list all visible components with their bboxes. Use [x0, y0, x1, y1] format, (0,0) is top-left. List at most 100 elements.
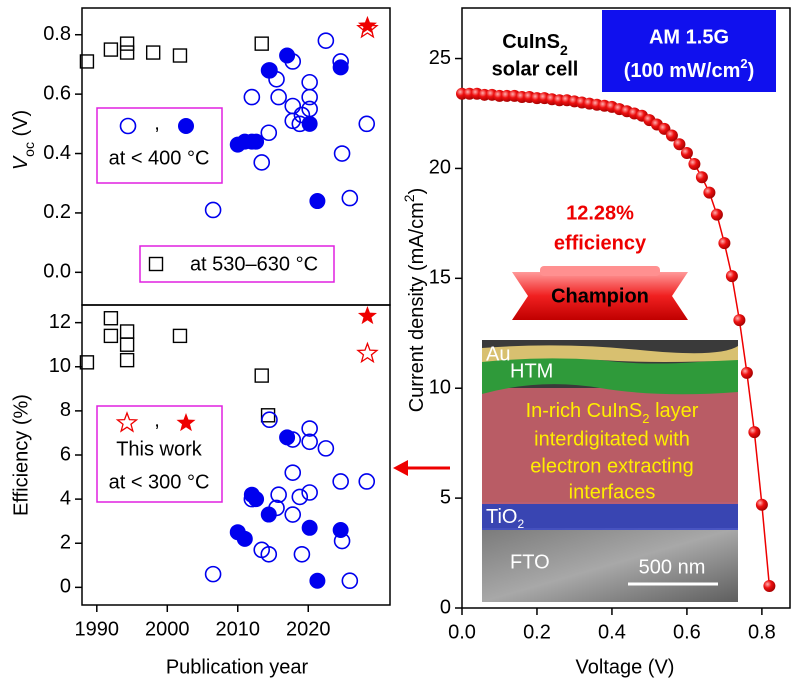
data-point [172, 328, 188, 344]
image-label: In-rich CuInS2 layer [526, 400, 699, 426]
x-axis-label: Publication year [166, 656, 309, 678]
x-axis-label: Voltage (V) [576, 656, 675, 678]
data-point [740, 366, 753, 379]
data-point [261, 411, 278, 429]
y-tick-label: 0.6 [43, 82, 71, 104]
data-point [301, 73, 318, 91]
data-point [341, 189, 359, 207]
badge-fold [540, 266, 660, 276]
device-label-part: CuInS [502, 31, 560, 53]
data-point [333, 145, 351, 162]
y-tick-label: 4 [60, 487, 71, 509]
sem-image: Au HTM In-rich CuInS2 layer interdigitat… [482, 340, 738, 602]
data-point [119, 36, 135, 51]
arrow-head [393, 460, 408, 476]
x-tick-label: 2000 [145, 618, 190, 640]
x-tick-label: 1990 [75, 618, 120, 640]
data-point [119, 324, 135, 339]
y-tick-label: 0.2 [43, 201, 71, 223]
data-point [755, 498, 768, 511]
data-point [688, 158, 701, 171]
y-tick-label: 10 [429, 377, 451, 399]
data-point [284, 506, 302, 523]
x-tick-label: 0.8 [748, 621, 776, 643]
y-tick-label: 20 [429, 157, 451, 179]
y-tick-label: 8 [60, 399, 71, 421]
scale-bar-label: 500 nm [639, 556, 706, 578]
illumination-part: ) [748, 60, 755, 82]
data-point [301, 115, 318, 132]
image-label-sub: 2 [517, 517, 524, 531]
y-tick-label: 25 [429, 47, 451, 69]
data-point [748, 426, 761, 439]
image-label: electron extracting [530, 455, 693, 477]
data-point [309, 572, 326, 589]
data-point [301, 420, 318, 437]
data-point [103, 311, 119, 326]
y-axis-label: Current density (mA/cm2) [401, 188, 429, 413]
efficiency-value: 12.28% [566, 202, 634, 224]
device-label-sub: 2 [560, 42, 568, 58]
data-point [665, 129, 678, 142]
legend-label: at < 300 °C [109, 471, 210, 493]
data-point [341, 572, 359, 590]
data-point [204, 565, 222, 583]
data-point [253, 154, 271, 171]
data-point [291, 488, 309, 506]
data-point [248, 491, 265, 508]
data-point [248, 133, 265, 150]
legend-marker [115, 411, 139, 433]
data-point [79, 355, 95, 370]
data-point [357, 306, 377, 325]
data-point [358, 115, 376, 133]
data-point [284, 464, 302, 481]
data-point [718, 237, 731, 250]
illumination-sup: 2 [740, 56, 747, 71]
data-point [204, 201, 222, 219]
data-point [733, 314, 746, 327]
data-point [763, 580, 776, 593]
image-label: FTO [510, 551, 550, 573]
efficiency-label: efficiency [554, 232, 647, 254]
data-point [695, 171, 708, 184]
data-point [236, 530, 253, 547]
x-tick-label: 0.0 [448, 621, 476, 643]
data-point [317, 32, 335, 49]
y-tick-label: 5 [440, 486, 451, 508]
legend-label: at 530–630 °C [190, 253, 318, 275]
y-tick-label: 0.0 [43, 261, 71, 283]
data-point [301, 88, 318, 106]
data-point [243, 88, 261, 106]
y-axis-label-part: (V) [10, 110, 32, 142]
legend-separator: , [154, 112, 160, 134]
badge-ribbon [512, 272, 688, 320]
data-point [260, 124, 278, 142]
data-point [358, 473, 376, 490]
legend-marker [178, 118, 194, 134]
data-point [710, 208, 723, 221]
y-axis-label-sup: 2 [401, 194, 417, 202]
fto-layer [482, 528, 738, 602]
data-point [284, 112, 302, 130]
y-axis-label-part: ) [406, 188, 428, 195]
image-label: interdigitated with [534, 428, 690, 450]
legend-separator: , [154, 409, 160, 431]
y-tick-label: 15 [429, 267, 451, 289]
data-point [356, 341, 379, 364]
y-axis-label-part: Current density (mA/cm [406, 202, 428, 412]
image-label-part: In-rich CuInS [526, 400, 643, 422]
y-tick-label: 2 [60, 532, 71, 554]
device-label: solar cell [492, 58, 579, 80]
htm-layer [482, 356, 738, 395]
data-point [254, 368, 269, 383]
y-tick-label: 0.4 [43, 142, 71, 164]
x-tick-label: 0.6 [673, 621, 701, 643]
data-point [332, 59, 349, 76]
data-point [119, 352, 135, 368]
illumination-label: AM 1.5G [649, 26, 729, 48]
plot-frame [461, 7, 791, 609]
image-label-part: layer [650, 400, 699, 422]
y-tick-label: 10 [49, 355, 71, 377]
data-point [301, 519, 318, 536]
image-label: Au [486, 343, 510, 365]
